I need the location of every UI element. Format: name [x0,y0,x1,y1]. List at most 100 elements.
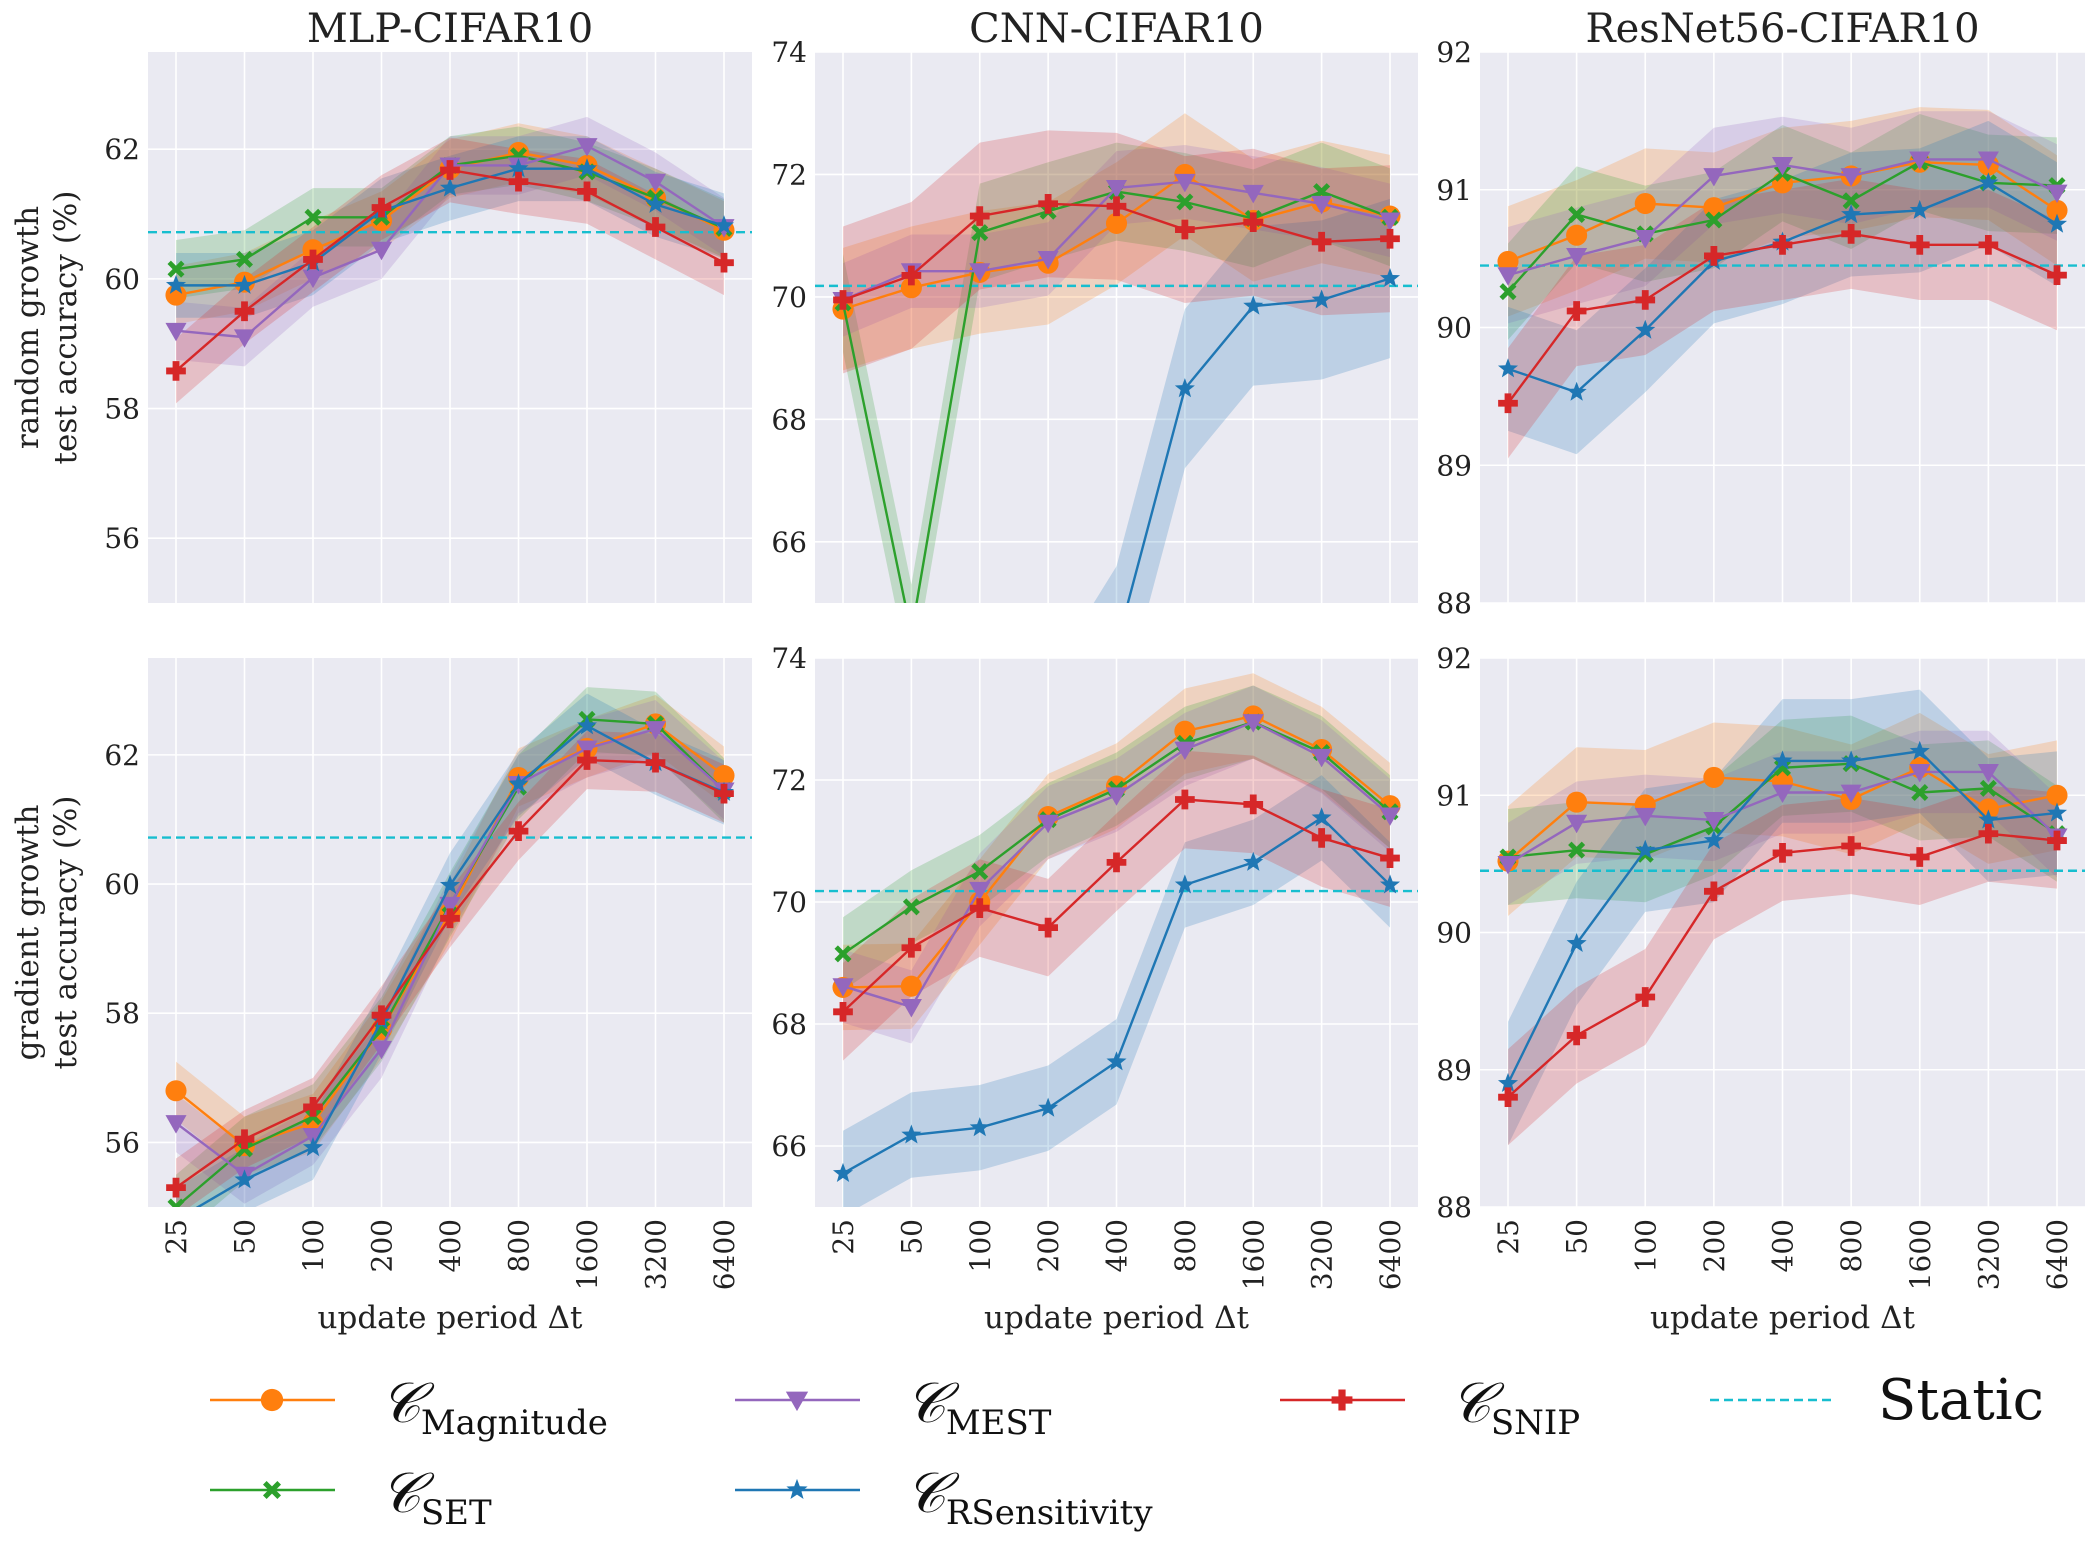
data-point-snip [901,265,922,286]
data-point-snip [1566,301,1587,321]
y-tick-label: 72 [771,764,807,797]
x-tick-label: 200 [1698,1219,1731,1272]
x-tick-label: 100 [964,1219,997,1272]
legend-subscript: MEST [946,1403,1052,1443]
data-point-snip [1704,881,1724,902]
series-rsensitivity [1497,740,2068,1093]
legend-subscript: Magnitude [421,1403,608,1443]
data-point-rsensitivity [1106,635,1126,654]
x-tick-label: 3200 [640,1219,673,1290]
data-point-rsensitivity [1635,319,1656,339]
data-point-snip [303,1097,323,1117]
x-tick-label: 1600 [1904,1219,1937,1290]
panel-title: CNN-CIFAR10 [969,6,1264,52]
panel-1-2: 66 68 70 72 74 CNN-CIFAR10 [771,6,1418,654]
data-point-mest [1840,168,1862,187]
data-point-mest [1703,168,1725,187]
data-point-snip [234,301,255,322]
data-point-snip [166,1177,186,1198]
data-point-snip [1909,847,1930,867]
data-point-snip [1175,219,1195,240]
y-tick-label: 66 [771,526,807,559]
data-point-mest [1174,741,1196,761]
data-point-set [1911,784,1929,802]
legend-label: 𝒞MEST [905,1371,1052,1443]
data-point-magnitude [165,284,187,306]
data-point-mest [1977,764,1999,783]
data-point-mest [165,1115,187,1134]
data-point-snip [1038,917,1058,938]
x-tick-label: 1600 [571,1219,604,1290]
x-tick-label: 200 [366,1219,399,1272]
data-point-rsensitivity [1174,378,1195,398]
legend-marker [785,1391,809,1412]
y-tick-label: 91 [1436,174,1472,207]
y-axis-label-line1: random growth [10,206,46,449]
data-point-snip [1498,1087,1518,1108]
legend-label: 𝒞Magnitude [380,1371,608,1443]
data-point-snip [1311,231,1332,252]
data-point-mest [1840,784,1862,804]
legend-label: 𝒞SNIP [1450,1371,1580,1443]
data-point-rsensitivity [302,1137,324,1157]
y-tick-label: 89 [1436,449,1472,482]
data-point-mest [1977,151,1999,170]
data-point-rsensitivity [1566,932,1587,953]
legend-marker [263,1481,281,1499]
data-point-rsensitivity [1497,1072,1519,1093]
data-point-mest [1105,180,1128,199]
legend-label: Static [1878,1368,2044,1433]
band-rsensitivity [176,693,724,1207]
y-tick-label: 89 [1436,1054,1472,1087]
data-point-mest [1105,787,1128,806]
y-axis-label-row-2: gradient growth test accuracy (%) [10,796,84,1070]
band-snip [176,137,724,404]
data-point-rsensitivity [1703,830,1724,850]
data-point-set [902,898,920,916]
data-point-snip [1566,1025,1587,1046]
data-point-mest [1037,814,1059,834]
band-set [843,142,1390,603]
data-point-mest [576,138,598,157]
data-point-magnitude [2046,784,2068,806]
data-point-snip [969,898,990,918]
data-point-set [167,1198,185,1207]
data-point-snip [1498,393,1518,414]
data-point-rsensitivity [2046,213,2068,233]
x-tick-label: 6400 [2041,1219,2074,1290]
data-point-snip [714,252,734,273]
x-tick-label: 800 [1835,1219,1868,1272]
x-tick-label: 400 [1767,1219,1800,1272]
x-tick-label: 50 [895,1219,928,1255]
data-point-snip [1772,234,1793,255]
legend-item-mest: 𝒞MEST [735,1371,1052,1443]
legend-item-magnitude: 𝒞Magnitude [210,1371,608,1443]
y-tick-label: 68 [771,403,807,436]
data-point-mest [1497,855,1519,875]
y-tick-label: 90 [1436,917,1472,950]
panel-title: MLP-CIFAR10 [307,6,593,52]
data-point-snip [1841,223,1861,244]
data-point-mest [1771,784,1794,804]
y-tick-label: 56 [104,1126,140,1159]
y-axis-label-line2: test accuracy (%) [48,191,84,465]
x-tick-label: 100 [297,1219,330,1272]
data-point-mest [233,329,256,348]
data-point-mest [644,721,667,740]
data-point-mest [439,896,461,916]
y-tick-label: 62 [104,133,140,166]
y-tick-label: 92 [1436,36,1472,69]
data-point-snip [1175,789,1195,810]
data-point-snip [1772,843,1793,863]
legend-subscript: SNIP [1491,1403,1580,1443]
series-snip [1498,823,2067,1108]
data-point-snip [371,197,392,218]
grid [1480,51,2085,604]
series-rsensitivity [832,807,1401,1182]
x-tick-label: 25 [160,1219,193,1255]
y-tick-label: 74 [771,36,807,69]
data-point-rsensitivity [1772,750,1793,770]
legend-marker [260,1388,284,1412]
data-point-snip [371,1005,392,1026]
data-point-rsensitivity [439,177,461,197]
